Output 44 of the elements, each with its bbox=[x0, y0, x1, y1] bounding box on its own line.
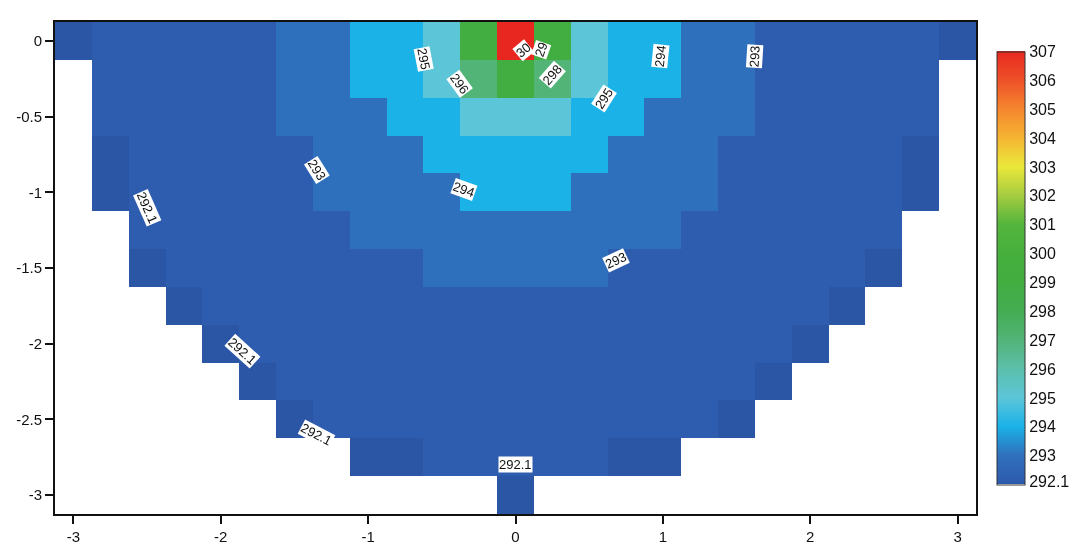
annotation: 298 bbox=[539, 61, 566, 88]
annotation: 293 bbox=[304, 156, 329, 183]
color-bar-label: 303 bbox=[1029, 158, 1056, 176]
color-bar-label: 295 bbox=[1029, 389, 1056, 407]
annotation: 30 bbox=[513, 39, 534, 61]
color-bar-label: 301 bbox=[1029, 216, 1056, 234]
y-tick-label: -2 bbox=[28, 334, 42, 352]
annotation: 292.1 bbox=[133, 189, 161, 226]
annotation: 295 bbox=[591, 85, 617, 112]
color-bar-label: 302 bbox=[1029, 187, 1056, 205]
y-tick-label: -1.5 bbox=[16, 259, 42, 277]
y-tick-label: 0 bbox=[33, 32, 42, 50]
annotation: 294 bbox=[451, 178, 477, 201]
color-bar-label: 298 bbox=[1029, 302, 1056, 320]
color-bar-label: 292.1 bbox=[1029, 473, 1070, 491]
x-tick-label: 0 bbox=[511, 528, 520, 545]
x-tick-label: 3 bbox=[953, 528, 962, 545]
color-bar-label: 300 bbox=[1029, 245, 1056, 263]
y-tick-label: -0.5 bbox=[16, 107, 42, 125]
y-tick-label: -3 bbox=[28, 486, 42, 504]
x-tick-label: -2 bbox=[214, 528, 228, 545]
x-tick-label: -3 bbox=[66, 528, 81, 545]
color-bar-label: 304 bbox=[1029, 129, 1056, 147]
annotation: 293 bbox=[746, 45, 763, 68]
color-bar-label: 305 bbox=[1029, 100, 1056, 118]
annotation: 292.1 bbox=[298, 420, 335, 449]
annotation: 295 bbox=[414, 46, 434, 71]
color-bar-label: 297 bbox=[1029, 331, 1056, 349]
annotation: 292.1 bbox=[499, 457, 532, 472]
annotation: 293 bbox=[602, 249, 629, 272]
annotation: 296 bbox=[447, 70, 473, 97]
color-bar-label: 307 bbox=[1029, 43, 1056, 61]
color-bar-label: 296 bbox=[1029, 360, 1056, 378]
annotation: 294 bbox=[651, 44, 669, 68]
color-bar-label: 306 bbox=[1029, 71, 1056, 89]
x-tick-label: 2 bbox=[806, 528, 815, 545]
y-tick-label: -2.5 bbox=[16, 410, 42, 428]
color-bar-label: 293 bbox=[1029, 447, 1056, 465]
x-tick-label: -1 bbox=[361, 528, 375, 545]
y-tick-label: -1 bbox=[28, 183, 42, 201]
x-tick-label: 1 bbox=[658, 528, 668, 545]
annotation: 29 bbox=[531, 40, 551, 59]
color-bar-label: 299 bbox=[1029, 274, 1056, 292]
color-bar-label: 294 bbox=[1029, 418, 1056, 436]
